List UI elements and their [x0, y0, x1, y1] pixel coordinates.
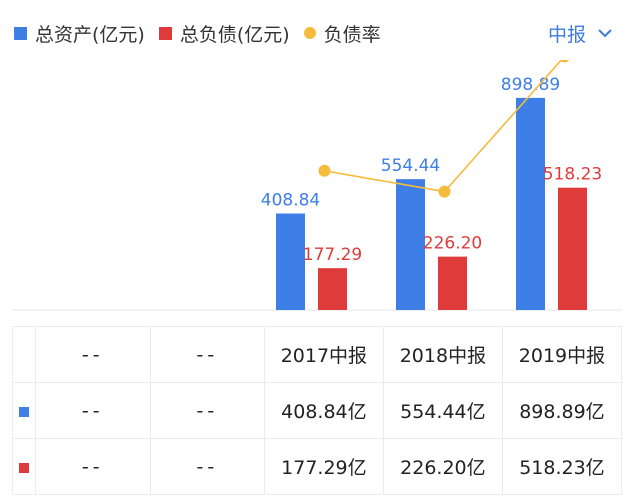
legend-label-assets: 总资产(亿元) [35, 23, 145, 46]
table-row-liabilities: -- -- 177.29亿 226.20亿 518.23亿 [12, 438, 623, 495]
table-cell: 226.20亿 [382, 438, 503, 495]
period-label: 中报 [547, 23, 586, 46]
period-dropdown[interactable]: 中报 [548, 18, 612, 48]
table-cell: 177.29亿 [263, 438, 384, 495]
table-cell: -- [34, 326, 151, 383]
legend-label-liabilities: 总负债(亿元) [179, 23, 290, 46]
table-cell: -- [149, 438, 265, 495]
bar-line-chart: 408.84 177.29 554.44 226.20 898.89 518.23 [12, 60, 622, 311]
table-header-cell: 2017中报 [263, 326, 384, 383]
bar-liabilities [558, 187, 587, 310]
table-cell: -- [34, 438, 151, 495]
legend-item-assets[interactable]: 总资产(亿元) [14, 20, 145, 47]
data-table: -- -- 2017中报 2018中报 2019中报 -- -- 408.84亿… [12, 326, 623, 495]
assets-square-icon [18, 406, 29, 417]
chevron-down-icon [598, 29, 612, 38]
data-label-assets: 898.89 [501, 75, 560, 95]
legend-item-ratio[interactable]: 负债率 [303, 20, 381, 47]
data-label-assets: 408.84 [261, 191, 320, 211]
bar-assets [276, 213, 305, 310]
liabilities-swatch-icon [158, 26, 172, 40]
ratio-dot-icon [303, 27, 316, 39]
assets-swatch-icon [14, 26, 27, 40]
data-label-liabilities: 226.20 [423, 234, 482, 254]
table-cell: 518.23亿 [501, 438, 623, 495]
data-label-liabilities: 177.29 [303, 245, 362, 265]
bar-assets [516, 97, 545, 310]
data-label-assets: 554.44 [381, 156, 440, 176]
table-cell: -- [34, 382, 151, 439]
data-label-liabilities: 518.23 [543, 165, 602, 185]
chart-legend: 总资产(亿元) 总负债(亿元) 负债率 [14, 18, 395, 48]
bar-assets [396, 179, 425, 310]
legend-label-ratio: 负债率 [323, 23, 381, 46]
table-cell: 408.84亿 [263, 382, 384, 439]
table-cell: -- [149, 326, 265, 383]
ratio-point [438, 185, 451, 198]
bar-liabilities [318, 268, 347, 310]
table-header-cell: 2018中报 [382, 326, 503, 383]
ratio-point [318, 164, 331, 177]
table-cell: -- [149, 382, 265, 439]
bar-liabilities [438, 256, 467, 310]
table-cell [12, 438, 36, 495]
table-cell [12, 382, 36, 439]
ratio-point [559, 60, 570, 63]
legend-item-liabilities[interactable]: 总负债(亿元) [158, 20, 290, 47]
table-header-row: -- -- 2017中报 2018中报 2019中报 [12, 326, 623, 383]
table-cell: 898.89亿 [501, 382, 623, 439]
liabilities-square-icon [18, 462, 29, 473]
table-cell: 554.44亿 [382, 382, 503, 439]
table-row-assets: -- -- 408.84亿 554.44亿 898.89亿 [12, 382, 623, 439]
table-header-cell: 2019中报 [501, 326, 623, 383]
table-cell [12, 326, 36, 383]
